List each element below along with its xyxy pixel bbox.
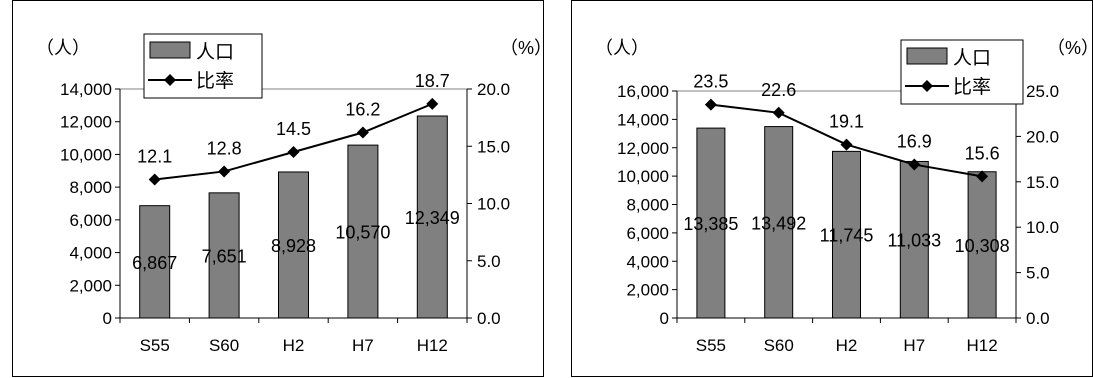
- x-tick-label: H2: [283, 336, 305, 355]
- bar-value-label: 11,033: [887, 231, 941, 251]
- y-right-tick-label: 10.0: [1026, 218, 1059, 237]
- x-tick-label: H2: [836, 336, 858, 355]
- y-left-tick-label: 14,000: [617, 110, 669, 129]
- bar-value-label: 10,308: [955, 236, 1010, 256]
- legend-label-ratio: 比率: [953, 76, 991, 98]
- ratio-value-label: 12.8: [207, 138, 242, 158]
- y-left-tick-label: 10,000: [60, 145, 112, 164]
- y-right-tick-label: 5.0: [477, 252, 501, 271]
- y-right-tick-label: 15.0: [477, 137, 510, 156]
- ratio-value-label: 23.5: [693, 72, 728, 92]
- ratio-marker: [426, 97, 439, 110]
- y-left-tick-label: 16,000: [617, 82, 669, 101]
- bar-H7: [899, 160, 929, 319]
- y-right-tick-label: 10.0: [477, 195, 510, 214]
- y-right-unit: （%）: [1047, 38, 1093, 58]
- ratio-value-label: 18.7: [415, 71, 450, 91]
- y-left-unit: （人）: [36, 38, 90, 58]
- y-left-tick-label: 14,000: [60, 80, 112, 99]
- bar-value-label: 10,570: [335, 223, 390, 243]
- y-left-tick-label: 4,000: [69, 244, 112, 263]
- ratio-value-label: 16.2: [345, 100, 380, 120]
- x-tick-label: H7: [352, 336, 374, 355]
- y-right-tick-label: 5.0: [1026, 264, 1050, 283]
- y-right-tick-label: 25.0: [1026, 82, 1059, 101]
- y-left-tick-label: 2,000: [69, 276, 112, 295]
- y-left-tick-label: 0: [103, 309, 112, 328]
- y-left-tick-label: 0: [660, 309, 669, 328]
- bar-value-label: 11,745: [820, 226, 874, 246]
- x-tick-label: S60: [209, 336, 239, 355]
- ratio-marker: [356, 126, 369, 139]
- y-right-tick-label: 0.0: [1026, 309, 1050, 328]
- chart-panel-left: 0 2,000 4,000 6,000 8,000 10,000 12,000 14,000 0…: [12, 0, 544, 378]
- ratio-marker: [148, 173, 161, 186]
- bar-S60: [764, 126, 794, 319]
- x-tick-label: H12: [967, 336, 998, 355]
- legend-diamond-marker: [164, 74, 176, 86]
- bar-H12: [967, 171, 997, 319]
- x-tick-label: H7: [903, 336, 925, 355]
- bar-value-label: 8,928: [271, 236, 316, 256]
- bar-S55: [696, 127, 726, 319]
- ratio-marker: [772, 106, 785, 119]
- bar-S60: [208, 192, 240, 319]
- chart-panel-right: 0 2,000 4,000 6,000 8,000 10,000 12,000 14,000 1…: [571, 0, 1093, 378]
- x-tick-label: S55: [696, 336, 726, 355]
- bar-value-label: 13,385: [683, 214, 738, 234]
- y-right-tick-label: 0.0: [477, 309, 501, 328]
- x-tick-label: S60: [764, 336, 794, 355]
- ratio-marker: [908, 158, 921, 171]
- y-left-tick-label: 10,000: [617, 167, 669, 186]
- y-left-tick-label: 12,000: [60, 113, 112, 132]
- chart-svg-right: 0 2,000 4,000 6,000 8,000 10,000 12,000 14,000 1…: [571, 0, 1093, 377]
- ratio-value-label: 12.1: [137, 146, 172, 166]
- y-left-tick-label: 8,000: [626, 196, 669, 215]
- ratio-line: [154, 102, 433, 181]
- ratio-marker: [704, 98, 717, 111]
- bar-S55: [139, 205, 171, 319]
- y-left-tick-label: 6,000: [69, 211, 112, 230]
- y-right-unit: （%）: [500, 38, 544, 58]
- ratio-value-label: 16.9: [897, 132, 932, 152]
- y-left-tick-label: 6,000: [626, 224, 669, 243]
- y-left-tick-label: 4,000: [626, 252, 669, 271]
- ratio-value-label: 22.6: [761, 80, 796, 100]
- ratio-value-label: 14.5: [276, 119, 311, 139]
- y-right-tick-label: 15.0: [1026, 173, 1059, 192]
- bar-H2: [278, 171, 309, 319]
- bar-H7: [347, 144, 379, 319]
- y-left-tick-label: 12,000: [617, 139, 669, 158]
- bar-H2: [832, 150, 861, 319]
- ratio-value-label: 15.6: [965, 143, 1000, 163]
- bar-value-label: 12,349: [405, 208, 460, 228]
- bar-value-label: 7,651: [202, 246, 247, 266]
- legend-diamond-marker: [921, 80, 933, 92]
- x-tick-label: S55: [140, 336, 170, 355]
- y-right-tick-label: 20.0: [1026, 127, 1059, 146]
- ratio-marker: [218, 165, 231, 178]
- chart-frame: [12, 0, 544, 377]
- legend-label-population: 人口: [196, 41, 234, 63]
- ratio-value-label: 19.1: [829, 112, 864, 132]
- x-tick-label: H12: [417, 336, 448, 355]
- y-right-tick-label: 20.0: [477, 80, 510, 99]
- bar-H12: [416, 115, 448, 319]
- y-left-unit: （人）: [595, 38, 649, 58]
- ratio-marker: [976, 170, 989, 183]
- legend-bar-swatch: [906, 47, 948, 65]
- bar-value-label: 6,867: [132, 253, 177, 273]
- ratio-marker: [840, 138, 853, 151]
- y-left-tick-label: 2,000: [626, 281, 669, 300]
- bar-value-label: 13,492: [751, 213, 806, 233]
- chart-svg-left: 0 2,000 4,000 6,000 8,000 10,000 12,000 14,000 0…: [12, 0, 544, 377]
- y-left-tick-label: 8,000: [69, 178, 112, 197]
- legend-label-population: 人口: [953, 47, 991, 69]
- ratio-marker: [287, 145, 300, 158]
- legend-bar-swatch: [149, 41, 191, 59]
- legend-label-ratio: 比率: [196, 70, 234, 92]
